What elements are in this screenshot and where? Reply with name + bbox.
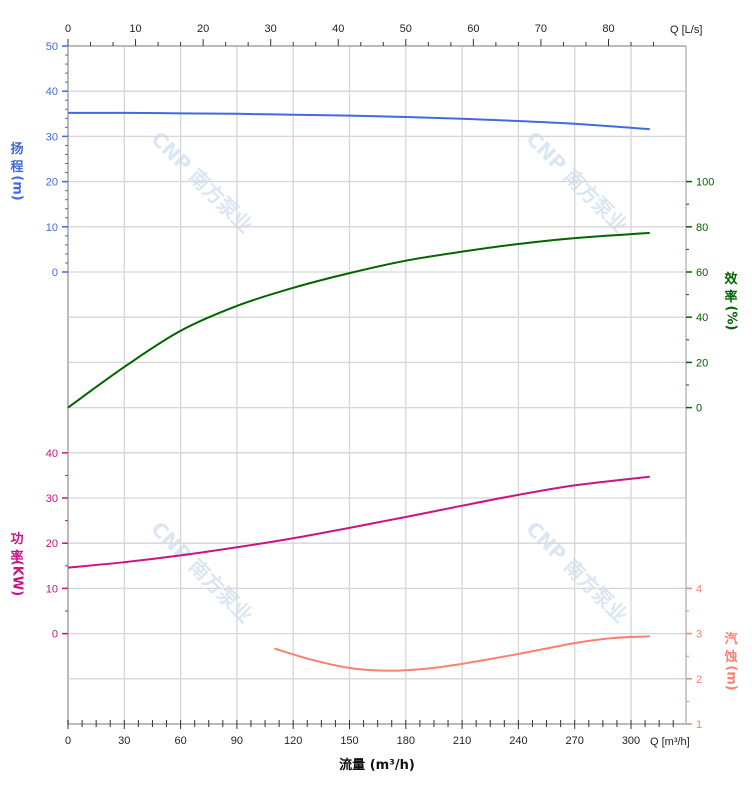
npsh-axis-unit: (m)	[724, 665, 739, 690]
x-unit-bottom: Q [m³/h]	[650, 736, 690, 748]
watermark-text: CNP 南方泵业	[146, 517, 257, 628]
npsh-tick-label: 1	[696, 719, 702, 731]
efficiency-tick-label: 0	[696, 403, 702, 415]
top-tick-label: 60	[467, 23, 479, 35]
npsh-axis-title-char: 汽	[724, 631, 737, 647]
top-tick-label: 80	[602, 23, 614, 35]
head-tick-label: 0	[52, 267, 58, 279]
x-tick-label: 300	[622, 735, 640, 747]
efficiency-axis-unit: (%)	[724, 306, 739, 331]
power-tick-label: 30	[46, 493, 58, 505]
power-tick-label: 40	[46, 448, 58, 460]
head-axis-title-char: 扬	[10, 141, 23, 157]
x-tick-label: 240	[509, 735, 527, 747]
head-tick-label: 30	[46, 131, 58, 143]
efficiency-tick-label: 60	[696, 267, 708, 279]
efficiency-tick-label: 100	[696, 177, 714, 189]
top-tick-label: 50	[400, 23, 412, 35]
head-tick-label: 40	[46, 86, 58, 98]
npsh-tick-label: 4	[696, 583, 702, 595]
x-tick-label: 150	[340, 735, 358, 747]
grid	[68, 45, 687, 725]
power-tick-label: 20	[46, 538, 58, 550]
power-curve	[67, 475, 650, 569]
top-tick-label: 0	[65, 23, 71, 35]
x-tick-label: 120	[284, 735, 302, 747]
watermark-text: CNP 南方泵业	[521, 517, 632, 628]
npsh-tick-label: 3	[696, 629, 702, 641]
head-curve	[67, 111, 650, 131]
x-tick-label: 60	[174, 735, 186, 747]
power-tick-label: 10	[46, 583, 58, 595]
npsh-tick-label: 2	[696, 674, 702, 686]
head-tick-label: 10	[46, 222, 58, 234]
efficiency-tick-label: 20	[696, 357, 708, 369]
x-tick-label: 270	[566, 735, 584, 747]
npsh-axis-title-char: 蚀	[723, 649, 737, 665]
top-tick-label: 70	[535, 23, 547, 35]
x-tick-label: 90	[231, 735, 243, 747]
efficiency-axis-title-char: 率	[724, 289, 737, 305]
head-axis-title-char: 程	[10, 160, 23, 175]
power-tick-label: 0	[52, 629, 58, 641]
curves	[67, 111, 650, 672]
x-tick-label: 180	[397, 735, 415, 747]
efficiency-curve	[67, 231, 650, 409]
power-axis-title-char: 率	[10, 549, 23, 565]
top-tick-label: 10	[129, 23, 141, 35]
power-axis-unit: (KW)	[10, 560, 25, 596]
npsh-curve	[274, 635, 650, 672]
x-tick-label: 30	[118, 735, 130, 747]
power-axis-title-char: 功	[10, 532, 23, 547]
top-tick-label: 40	[332, 23, 344, 35]
head-tick-label: 50	[46, 41, 58, 53]
efficiency-tick-label: 40	[696, 312, 708, 324]
x-unit-top: Q [L/s]	[670, 24, 702, 36]
top-tick-label: 20	[197, 23, 209, 35]
x-tick-label: 210	[453, 735, 471, 747]
head-axis-unit: (m)	[10, 175, 25, 200]
efficiency-tick-label: 80	[696, 222, 708, 234]
head-tick-label: 20	[46, 177, 58, 189]
efficiency-axis-title-char: 效	[724, 271, 738, 287]
x-tick-label: 0	[65, 735, 71, 747]
x-axis-title: 流量 (m³/h)	[339, 757, 415, 773]
top-tick-label: 30	[265, 23, 277, 35]
